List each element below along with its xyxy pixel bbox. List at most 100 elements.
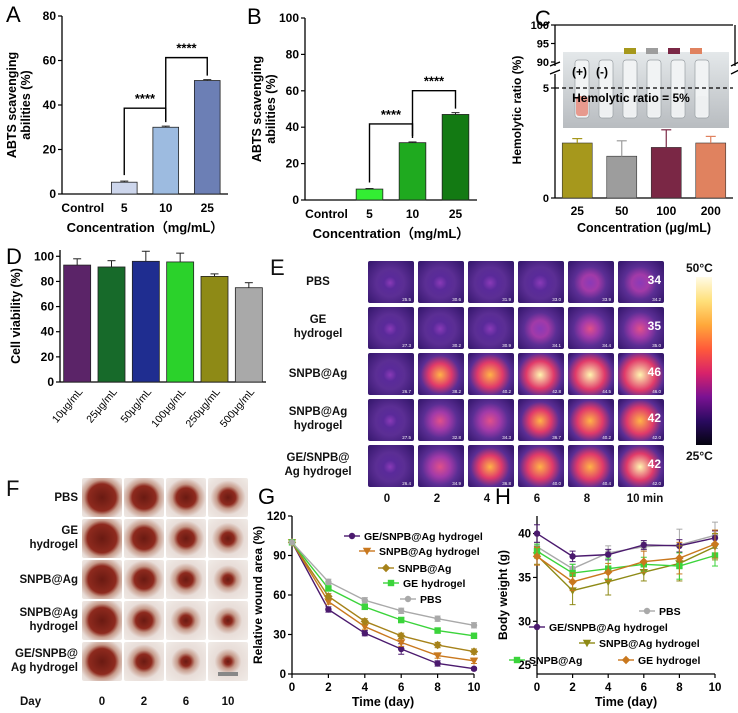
wound-photo <box>208 560 248 599</box>
wound-photo <box>82 478 122 517</box>
wound-photo <box>124 478 164 517</box>
panel-g-chart: G 0 30 60 90 120 0 2 4 6 8 10 Time (day) Relative wo… <box>251 484 483 709</box>
data-point <box>398 616 405 624</box>
legend-swatch <box>668 48 680 54</box>
x-tick-label: 0 <box>289 682 295 694</box>
y-tick-label: 20 <box>286 157 300 171</box>
tube-contents <box>600 96 612 116</box>
thermal-image: 30.9 <box>468 307 514 349</box>
panel-label-c: C <box>535 6 551 31</box>
series-line <box>291 541 475 626</box>
thermal-cell-temperature: 34.2 <box>652 297 661 302</box>
thermal-image: 30.6 <box>418 261 464 303</box>
wound-photo <box>166 560 206 599</box>
data-point <box>605 551 612 558</box>
thermal-cell-temperature: 27.3 <box>402 343 411 348</box>
x-tick-label: 100μg/mL <box>149 386 188 430</box>
legend-label: SNPB@Ag hydrogel <box>599 638 700 650</box>
legend-swatch <box>690 48 702 54</box>
tube-contents <box>672 96 684 116</box>
x-tick-label: Control <box>305 207 348 221</box>
thermal-image: 27.3 <box>368 307 414 349</box>
series-line <box>291 541 475 637</box>
panel-label-g: G <box>258 484 275 509</box>
tube-contents <box>624 96 636 116</box>
y-tick-label: 40 <box>518 529 531 541</box>
wound-photo <box>166 519 206 558</box>
x-tick-label: 250μg/mL <box>183 386 222 430</box>
thermal-cell-temperature: 42.0 <box>652 481 661 486</box>
y-tick-label: 0 <box>49 187 56 201</box>
x-tick-label: Control <box>61 201 104 215</box>
wound-day-label: 0 <box>98 696 106 708</box>
data-point <box>621 655 631 665</box>
thermal-image: 26.7 <box>368 353 414 395</box>
data-point <box>470 632 478 640</box>
x-tick-label: 25μg/mL <box>84 386 120 425</box>
thermal-image: 36.7 <box>518 399 564 441</box>
data-point <box>362 547 372 556</box>
bar <box>63 264 92 383</box>
x-tick-label: 200 <box>701 204 721 218</box>
legend-label: GE/SNPB@Ag hydrogel <box>549 622 668 634</box>
thermal-cell-temperature: 35.0 <box>652 343 661 348</box>
data-point <box>361 629 368 637</box>
data-point <box>469 657 479 666</box>
thermal-cell-temperature: 31.9 <box>502 297 511 302</box>
wound-day-label: 10 <box>221 696 235 708</box>
y-tick-label: 40 <box>41 325 55 339</box>
wound-day-label: 2 <box>140 696 148 708</box>
thermal-cell-temperature: 30.6 <box>452 297 461 302</box>
thermal-cell-temperature: 30.9 <box>502 343 511 348</box>
data-point <box>569 553 576 560</box>
x-tick-label: 50 <box>615 204 629 218</box>
thermal-cell-temperature: 46.0 <box>652 389 661 394</box>
legend-label: PBS <box>420 594 442 606</box>
thermal-cell-temperature: 40.2 <box>502 389 511 394</box>
x-axis-title: Concentration (μg/mL) <box>577 221 711 235</box>
thermal-cell-temperature: 42.8 <box>552 389 561 394</box>
legend-label: GE hydrogel <box>638 655 701 667</box>
wound-photo <box>82 560 122 599</box>
legend-label: SNPB@Ag <box>398 563 451 575</box>
data-point <box>433 652 442 660</box>
thermal-cell-temperature: 40.2 <box>602 435 611 440</box>
thermal-image: 36.8 <box>468 445 514 487</box>
y-tick-label: 40 <box>286 120 300 134</box>
data-point <box>387 579 395 587</box>
bar <box>398 142 427 201</box>
panel-label-h: H <box>495 484 511 509</box>
x-axis-title: Time (day) <box>352 695 414 709</box>
thermal-image: 34.3 <box>468 399 514 441</box>
thermal-image: 26.4 <box>368 445 414 487</box>
x-tick-label: 500μg/mL <box>218 386 257 430</box>
axis-break-mark <box>549 69 561 75</box>
panel-c-chart: C 0 5 90 95 100 Hemolytic ratio (%) (+) (-) Hemo… <box>510 6 738 235</box>
thermal-cell-temperature: 38.2 <box>452 389 461 394</box>
bar <box>193 80 221 195</box>
x-tick-label: 50μg/mL <box>119 386 155 425</box>
thermal-row-label: GE/SNPB@ Ag hydrogel <box>284 452 352 478</box>
wound-photo <box>124 519 164 558</box>
thermal-image: 25.5 <box>368 261 414 303</box>
legend-label: PBS <box>659 606 681 618</box>
series-line <box>536 532 716 558</box>
wound-row-label: GE hydrogel <box>29 525 78 551</box>
data-point <box>532 552 542 561</box>
thermal-image: 34.1 <box>518 307 564 349</box>
y-tick-label: 120 <box>267 511 286 523</box>
bar <box>561 142 593 199</box>
panel-label-e: E <box>270 255 285 280</box>
thermal-image: 34.4 <box>568 307 614 349</box>
y-tick-label: 0 <box>292 193 299 207</box>
y-axis-title-line: abilities (%) <box>264 74 278 143</box>
bar <box>650 147 682 199</box>
thermal-image: 35.0 35 <box>618 307 664 349</box>
y-tick-label: 60 <box>286 84 300 98</box>
panel-a-chart: A 0 20 40 60 80 Control 5 10 25 Concentration（mg/… <box>5 2 228 235</box>
y-tick-label: 25 <box>518 660 531 672</box>
panel-label-f: F <box>6 476 20 501</box>
bar <box>695 142 727 199</box>
thermal-image: 40.2 <box>468 353 514 395</box>
y-axis-title: Hemolytic ratio (%) <box>510 56 524 165</box>
